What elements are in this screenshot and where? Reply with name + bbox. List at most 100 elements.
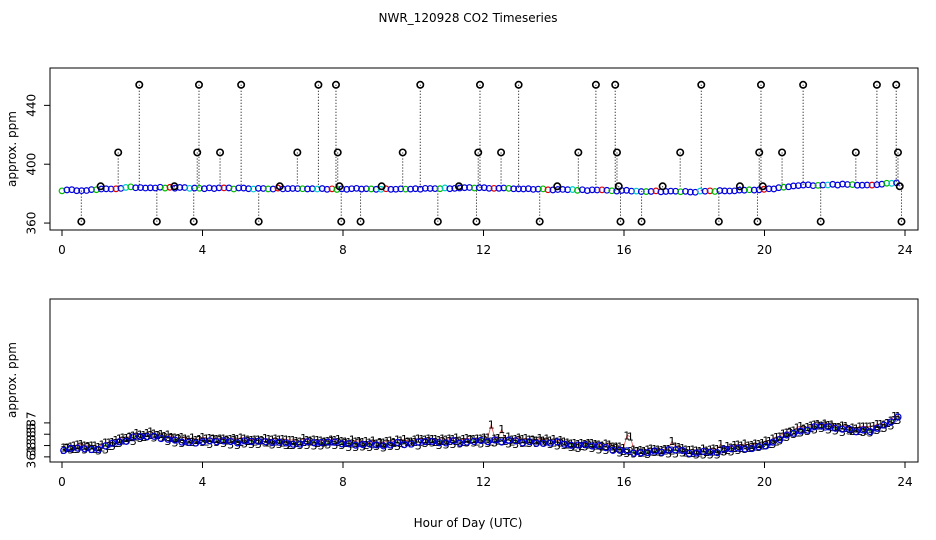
series-3-point: 3 [457,437,464,450]
series-1-point: 1 [238,431,245,444]
baseline-point [284,185,292,193]
outlier-point [658,182,667,191]
baseline-point [397,185,405,193]
panel-full-ylabel: approx. ppm [5,111,19,187]
series-1-point: 1 [404,436,411,449]
series-2-point: 2 [530,434,537,447]
series-o-point [512,437,520,445]
outlier-point [377,182,386,191]
series-o-point [817,422,826,430]
series-o-point [400,441,408,449]
baseline-point [583,187,591,195]
baseline-point [294,185,302,193]
series-3-point: 3 [505,438,512,451]
series-o-point [720,445,728,453]
series-1-point: 1 [888,414,895,427]
series-2-point: 2 [85,441,92,454]
baseline-point [515,185,522,193]
baseline-point [308,185,316,193]
series-1-point: 1 [592,438,599,451]
baseline-point [412,185,419,193]
baseline-point [446,185,454,193]
series-2-point: 2 [571,441,578,454]
series-o-point [824,423,833,431]
series-1-point: 1 [133,427,140,440]
series-3-point: 3 [470,437,477,450]
series-1-point: 1 [849,421,856,434]
baseline-point [544,186,552,194]
series-1-point: 1 [523,432,530,445]
series-1-point: 1 [165,428,172,441]
series-3-point: 3 [609,443,616,456]
baseline-point [686,188,694,196]
baseline-point [137,184,144,192]
baseline-point [682,187,689,195]
series-1-point: 1 [366,437,373,450]
baseline-point [524,185,532,193]
baseline-point [799,181,807,189]
series-3-point: 3 [297,439,304,452]
series-o-point [553,438,561,446]
outlier-point [755,148,764,157]
series-1-point: 1 [648,442,655,455]
outlier-point [758,182,767,191]
series-1-point: 1 [561,436,568,449]
series-o-point [678,446,687,455]
series-1-point: 1 [227,433,234,446]
series-1-point: 1 [797,420,804,433]
outlier-point [514,80,523,89]
series-1-point: 1 [85,440,92,453]
series-1-point: 1 [137,429,144,442]
series-3-point: 3 [276,438,283,451]
series-2-point: 2 [356,437,363,450]
baseline-point [63,186,71,194]
series-3-point: 3 [304,439,311,452]
series-1-point: 1 [130,430,137,443]
series-o-point [734,444,742,452]
series-1-point: 1 [578,437,585,450]
series-o-point [303,438,311,446]
series-3-point: 3 [853,425,860,438]
full-xtick-label: 4 [199,243,207,257]
series-o-point [741,445,749,453]
series-1-point: 1 [651,443,658,456]
series-o-point [101,442,110,450]
series-1-point: 1 [286,434,293,447]
series-1-point: 1 [658,444,665,457]
series-2-point: 2 [439,435,446,448]
outlier-point [799,80,808,89]
series-1-point: 1 [429,433,436,446]
series-1-point: 1 [755,438,762,451]
series-3-point: 3 [401,438,408,451]
full-xtick-label: 12 [476,243,491,257]
series-1-point: 1 [536,432,543,445]
series-2-point: 2 [780,431,787,444]
series-o-point [532,439,541,447]
baseline-point [716,187,724,194]
series-3-point: 3 [742,443,749,456]
baseline-point [392,185,400,193]
series-o-point [275,438,283,446]
series-o-point [282,439,290,447]
series-o-point [122,437,130,445]
series-o-point [81,445,89,453]
series-3-point: 3 [762,439,769,452]
series-1-point: 1 [450,433,457,446]
series-1-point: 1 [780,427,787,440]
outlier-point [454,182,463,191]
series-1-point: 1 [338,435,345,448]
baseline-point [765,185,773,193]
series-1-point: 1 [787,426,794,439]
baseline-point [863,181,871,189]
series-1-point: 1 [206,432,213,445]
series-o-point [658,448,666,456]
baseline-point [299,185,306,193]
series-o-point [518,439,527,447]
series-3-point: 3 [262,436,269,449]
series-o-point [379,442,388,450]
baseline-point [647,188,655,195]
series-3-point: 3 [269,438,276,451]
series-1-point: 1 [474,432,481,445]
baseline-point [564,186,572,194]
baseline-point [431,185,439,193]
